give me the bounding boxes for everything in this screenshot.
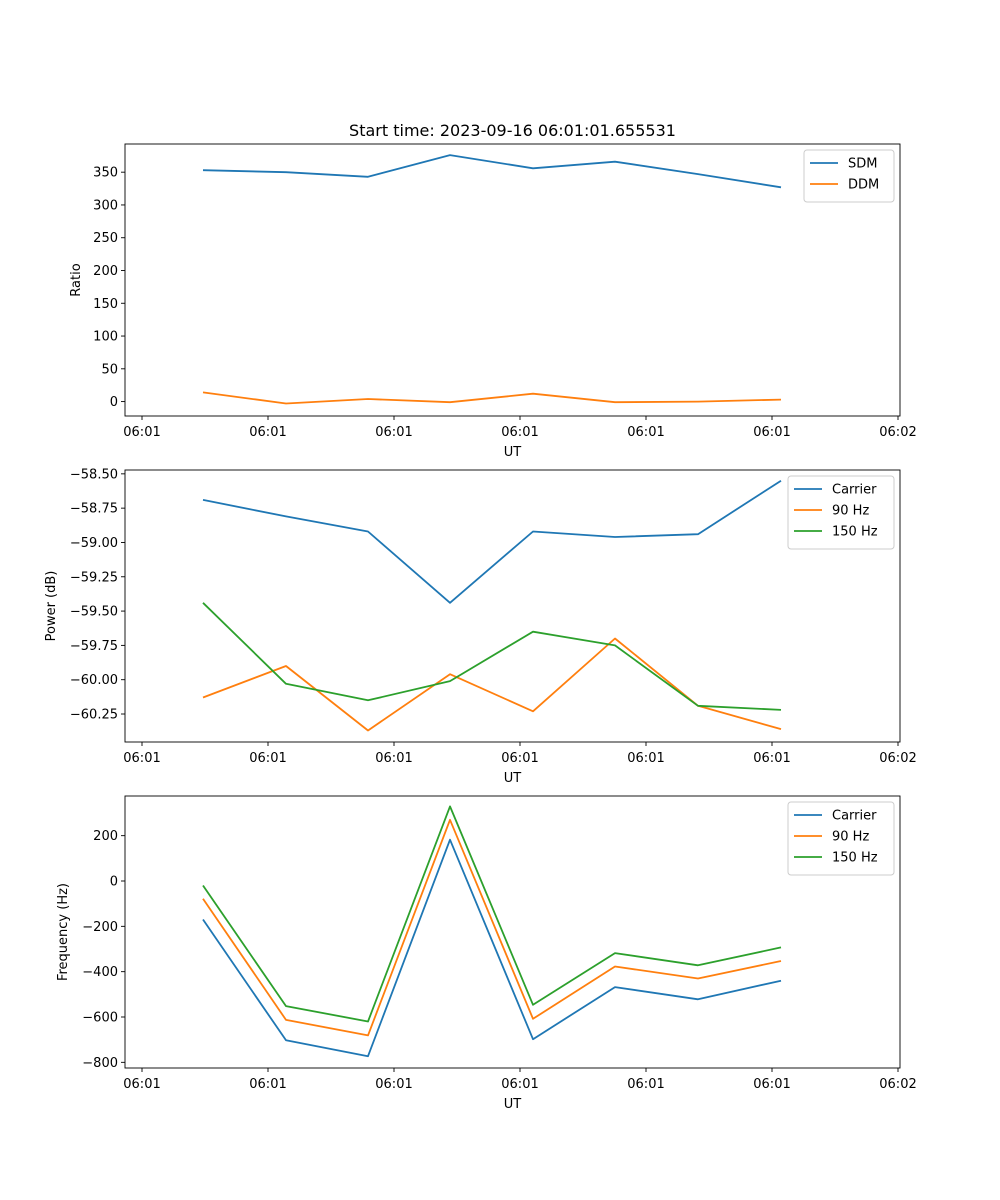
legend-label: Carrier [832, 483, 877, 498]
x-tick-label: 06:01 [501, 425, 538, 440]
x-tick-label: 06:01 [375, 751, 412, 766]
legend-label: DDM [848, 178, 879, 193]
y-tick-label: −60.25 [70, 708, 118, 723]
ratio-panel: 06:01 06:01 06:01 06:01 06:01 06:01 06:02 0 50 10… [69, 143, 917, 460]
figure-title: Start time: 2023-09-16 06:01:01.655531 [349, 121, 676, 140]
series-line-carrier [202, 479, 782, 604]
y-tick-label: 250 [93, 231, 118, 246]
legend-label: 90 Hz [832, 830, 869, 845]
power-panel: 06:01 06:01 06:01 06:01 06:01 06:01 06:02 −60.2… [44, 467, 917, 786]
x-tick-label: 06:01 [501, 751, 538, 766]
legend-label: 150 Hz [832, 525, 878, 540]
x-axis-label: UT [504, 445, 522, 460]
x-tick-label: 06:01 [249, 751, 286, 766]
y-tick-label: −800 [82, 1056, 118, 1071]
x-tick-label: 06:02 [879, 751, 916, 766]
frequency-panel: 06:01 06:01 06:01 06:01 06:01 06:01 06:02 −800 −… [56, 795, 917, 1112]
x-tick-label: 06:01 [249, 1077, 286, 1092]
axes-frame [124, 795, 901, 1069]
series-line-carrier [202, 838, 782, 1058]
x-tick-label: 06:01 [627, 425, 664, 440]
x-tick-label: 06:01 [627, 751, 664, 766]
x-tick-label: 06:01 [753, 751, 790, 766]
series-line-sdm [202, 154, 782, 189]
x-tick-label: 06:01 [753, 1077, 790, 1092]
y-tick-label: −59.50 [70, 605, 118, 620]
x-tick-label: 06:01 [627, 1077, 664, 1092]
axes-frame [124, 143, 901, 417]
y-axis-label: Ratio [69, 263, 84, 296]
series-line-150-hz [202, 805, 782, 1023]
y-tick-label: 200 [93, 829, 118, 844]
x-tick-label: 06:01 [501, 1077, 538, 1092]
series-line-ddm [202, 391, 782, 405]
y-axis-label: Frequency (Hz) [56, 883, 71, 981]
y-tick-label: 300 [93, 198, 118, 213]
y-tick-label: 50 [101, 362, 118, 377]
x-tick-label: 06:01 [753, 425, 790, 440]
legend-label: Carrier [832, 809, 877, 824]
x-tick-label: 06:02 [879, 1077, 916, 1092]
legend-label: 150 Hz [832, 851, 878, 866]
y-tick-label: 100 [93, 330, 118, 345]
y-tick-label: 350 [93, 166, 118, 181]
y-axis-label: Power (dB) [44, 571, 59, 642]
x-tick-label: 06:01 [123, 425, 160, 440]
y-tick-label: −59.25 [70, 570, 118, 585]
y-tick-label: −59.00 [70, 536, 118, 551]
x-tick-label: 06:01 [123, 751, 160, 766]
y-tick-label: 200 [93, 264, 118, 279]
y-tick-label: 150 [93, 297, 118, 312]
x-tick-label: 06:01 [249, 425, 286, 440]
y-tick-label: −59.75 [70, 639, 118, 654]
y-tick-label: −200 [82, 920, 118, 935]
y-tick-label: −58.50 [70, 467, 118, 482]
legend-label: 90 Hz [832, 504, 869, 519]
x-axis-label: UT [504, 1097, 522, 1112]
y-tick-label: −400 [82, 965, 118, 980]
y-tick-label: −58.75 [70, 502, 118, 517]
y-tick-label: −60.00 [70, 673, 118, 688]
series-line-90-hz [202, 637, 782, 732]
y-tick-label: 0 [110, 875, 118, 890]
x-tick-label: 06:02 [879, 425, 916, 440]
x-tick-label: 06:01 [123, 1077, 160, 1092]
y-tick-label: −600 [82, 1011, 118, 1026]
y-tick-label: 0 [110, 395, 118, 410]
x-axis-label: UT [504, 771, 522, 786]
axes-frame [124, 469, 901, 743]
x-tick-label: 06:01 [375, 1077, 412, 1092]
series-line-150-hz [202, 602, 782, 711]
series-line-90-hz [202, 818, 782, 1037]
x-tick-label: 06:01 [375, 425, 412, 440]
legend-label: SDM [848, 157, 877, 172]
